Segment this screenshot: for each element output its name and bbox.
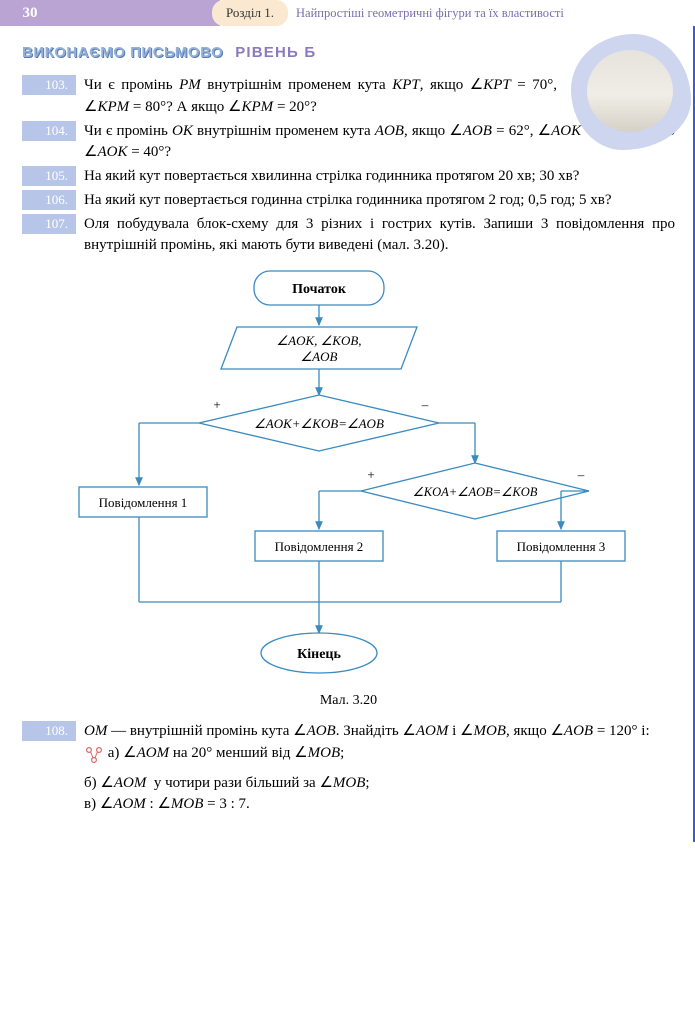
svg-text:–: –: [576, 467, 584, 482]
problem-number: 103.: [22, 75, 76, 95]
svg-text:+: +: [213, 397, 220, 412]
problem-text: На який кут повертається годинна стрілка…: [84, 190, 612, 212]
problem-text: Оля побудувала блок-схему для 3 різних і…: [84, 214, 675, 258]
flowchart-figure: Початок ∠AOK, ∠KOB, ∠AOB ∠AOK+∠KOB=∠AOB …: [22, 267, 675, 687]
problem-107: 107. Оля побудувала блок-схему для 3 різ…: [22, 214, 675, 258]
section-label: ВИКОНАЄМО ПИСЬМОВО: [22, 44, 223, 61]
problem-number: 106.: [22, 190, 76, 210]
svg-text:∠KOA+∠AOB=∠KOB: ∠KOA+∠AOB=∠KOB: [412, 485, 537, 499]
problem-number: 107.: [22, 214, 76, 234]
svg-text:∠AOK+∠KOB=∠AOB: ∠AOK+∠KOB=∠AOB: [254, 416, 384, 431]
header-spacer: [60, 0, 220, 26]
svg-text:∠AOK, ∠KOB,: ∠AOK, ∠KOB,: [276, 333, 361, 348]
problem-text: На який кут повертається хвилинна стрілк…: [84, 166, 579, 188]
share-icon: [84, 745, 104, 773]
section-heading: ВИКОНАЄМО ПИСЬМОВО РІВЕНЬ Б: [22, 44, 675, 61]
page-header: 30 Розділ 1. Найпростіші геометричні фіг…: [0, 0, 695, 26]
problem-number: 104.: [22, 121, 76, 141]
flow-msg3: Повідомлення 3: [516, 539, 605, 554]
flow-end: Кінець: [297, 647, 341, 662]
flow-msg1: Повідомлення 1: [98, 495, 187, 510]
problem-number: 108.: [22, 721, 76, 741]
flow-start: Початок: [292, 282, 347, 297]
svg-text:+: +: [367, 467, 374, 482]
svg-text:∠AOB: ∠AOB: [300, 349, 337, 364]
problem-number: 105.: [22, 166, 76, 186]
section-level: РІВЕНЬ Б: [235, 44, 316, 61]
problem-text: OM — внутрішній промінь кута ∠AOB. Знайд…: [84, 721, 650, 816]
chapter-pill: Розділ 1.: [212, 0, 288, 26]
decorative-photo: [569, 40, 681, 148]
problem-105: 105. На який кут повертається хвилинна с…: [22, 166, 675, 188]
page-number: 30: [0, 0, 60, 26]
svg-text:–: –: [420, 397, 428, 412]
problem-text: Чи є промінь PM внутрішнім променем кута…: [84, 75, 557, 119]
flow-msg2: Повідомлення 2: [274, 539, 363, 554]
problem-108: 108. OM — внутрішній промінь кута ∠AOB. …: [22, 721, 675, 816]
header-title: Найпростіші геометричні фігури та їх вла…: [292, 0, 695, 26]
problem-106: 106. На який кут повертається годинна ст…: [22, 190, 675, 212]
figure-caption: Мал. 3.20: [22, 693, 675, 709]
